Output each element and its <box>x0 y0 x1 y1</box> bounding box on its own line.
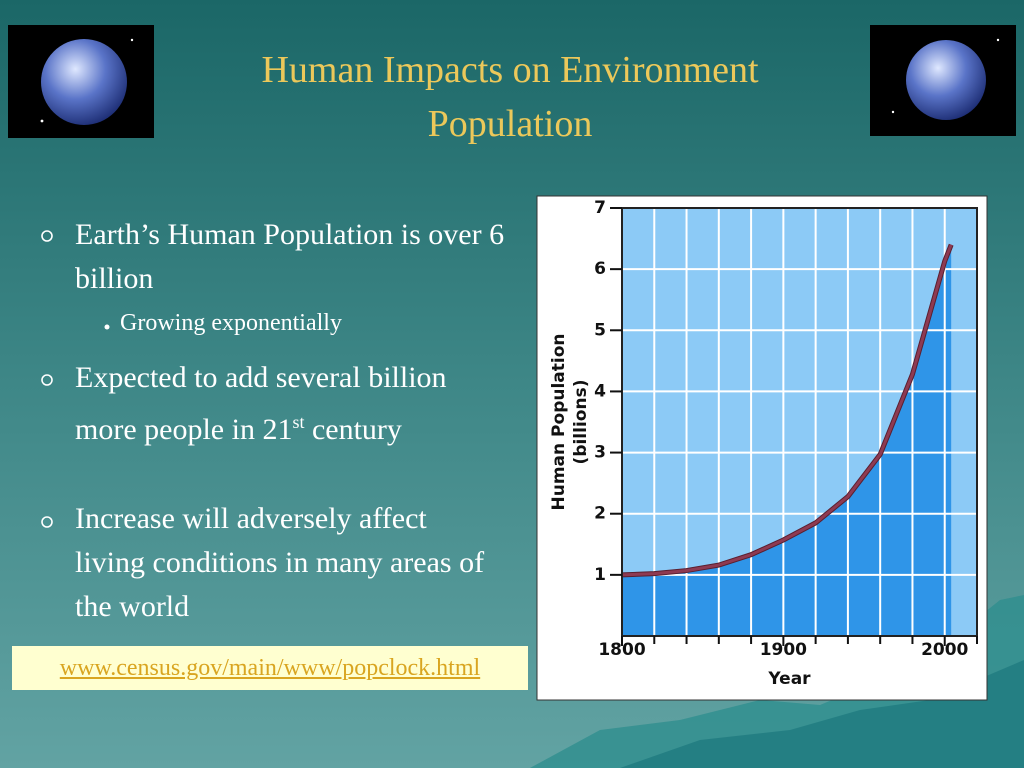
bullet-marker <box>41 516 53 528</box>
y-tick-label: 1 <box>594 565 606 585</box>
plot-border <box>621 207 978 637</box>
mountain <box>620 660 1024 768</box>
y-tick-label: 2 <box>594 504 606 524</box>
area <box>622 244 952 636</box>
y-tick-label: 4 <box>594 381 606 401</box>
y-tick-label: 6 <box>594 259 606 279</box>
link[interactable]: www.census.gov/main/www/popclock.html <box>12 646 528 690</box>
y-tick-label: 5 <box>594 320 606 340</box>
superscript: st <box>292 412 305 432</box>
y-tick-label: 7 <box>594 198 606 218</box>
y-tick-label: 3 <box>594 443 606 463</box>
bullet-text: century <box>311 413 402 446</box>
bullet-text: Expected to add several billion more peo… <box>75 361 447 446</box>
x-tick-label: 2000 <box>921 640 968 660</box>
bullet: Increase will adversely affect living co… <box>75 502 485 623</box>
earth <box>41 39 127 125</box>
bullet-marker <box>41 374 53 386</box>
sub-bullet: Growing exponentially <box>120 310 342 336</box>
bullet: Earth’s Human Population is over 6 billi… <box>75 218 505 295</box>
y-axis-label: Human Population <box>549 334 569 511</box>
x-tick-label: 1800 <box>598 640 645 660</box>
title: Human Impacts on Environment <box>261 49 759 91</box>
y-axis-label: (billions) <box>571 380 591 465</box>
earth <box>906 40 986 120</box>
bullet-marker <box>41 230 53 242</box>
x-tick-label: 1900 <box>760 640 807 660</box>
bullet: Expected to add several billion more peo… <box>75 356 495 452</box>
bullet-marker <box>104 324 110 330</box>
x-axis-label: Year <box>767 669 811 689</box>
title: Population <box>427 103 593 145</box>
line <box>621 244 953 577</box>
